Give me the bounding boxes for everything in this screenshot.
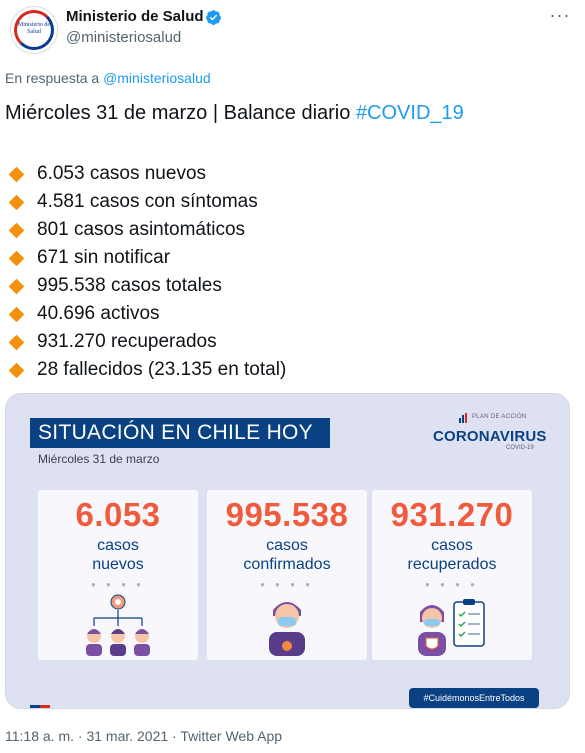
stat-card-recovered-cases: 931.270 casos recuperados ● ● ● ●: [372, 490, 532, 660]
stat-label: casos nuevos: [38, 536, 198, 574]
plan-logo-icon: [459, 413, 467, 423]
stat-value: 931.270: [390, 496, 514, 533]
display-name[interactable]: Ministerio de Salud: [66, 8, 204, 25]
orange-diamond-icon: [8, 278, 25, 294]
stat-label-line: recuperados: [407, 556, 497, 573]
list-item-text: 931.270 recuperados: [37, 331, 217, 352]
tweet-title-text: Miércoles 31 de marzo | Balance diario: [5, 102, 351, 124]
list-item: 671 sin notificar: [5, 244, 565, 272]
infographic-image[interactable]: SITUACIÓN EN CHILE HOY Miércoles 31 de m…: [5, 393, 570, 709]
stat-card-new-cases: 6.053 casos nuevos ● ● ● ●: [38, 490, 198, 660]
orange-diamond-icon: [8, 250, 25, 266]
flag-stripe: [30, 705, 50, 708]
list-item: 28 fallecidos (23.135 en total): [5, 356, 565, 384]
campaign-hashtag-tag: #CuidémonosEntreTodos: [409, 688, 539, 708]
more-options-icon[interactable]: ···: [549, 5, 571, 25]
list-item: 4.581 casos con síntomas: [5, 188, 565, 216]
list-item-text: 4.581 casos con síntomas: [37, 191, 258, 212]
stats-list: 6.053 casos nuevos 4.581 casos con sínto…: [5, 160, 565, 384]
list-item-text: 28 fallecidos (23.135 en total): [37, 359, 287, 380]
reply-prefix: En respuesta a: [5, 70, 100, 86]
stat-label-line: casos: [97, 537, 139, 554]
list-item: 40.696 activos: [5, 300, 565, 328]
infographic-banner-title: SITUACIÓN EN CHILE HOY: [38, 421, 313, 444]
masked-person-icon: [269, 602, 305, 656]
avatar-logo-ring: [14, 10, 54, 50]
orange-diamond-icon: [8, 362, 25, 378]
list-item: 995.538 casos totales: [5, 272, 565, 300]
list-item-text: 6.053 casos nuevos: [37, 163, 207, 184]
coronavirus-logo-text: CORONAVIRUS: [433, 428, 547, 445]
tweet-timestamp[interactable]: 11:18 a. m. · 31 mar. 2021 · Twitter Web…: [5, 728, 283, 744]
stat-label-line: casos: [431, 537, 473, 554]
hashtag-link[interactable]: #COVID_19: [355, 102, 464, 124]
list-item-text: 801 casos asintomáticos: [37, 219, 246, 240]
recovery-clipboard-icon: [418, 599, 485, 656]
list-item: 6.053 casos nuevos: [5, 160, 565, 188]
stat-card-confirmed-cases: 995.538 casos confirmados ● ● ● ●: [207, 490, 367, 660]
orange-diamond-icon: [8, 166, 25, 182]
list-item: 801 casos asintomáticos: [5, 216, 565, 244]
tweet-title: Miércoles 31 de marzo | Balance diario #…: [5, 102, 464, 125]
list-item-text: 995.538 casos totales: [37, 275, 222, 296]
dots-divider: ● ● ● ●: [425, 580, 479, 589]
user-handle[interactable]: @ministeriosalud: [66, 29, 182, 46]
people-network-icon: [86, 594, 150, 656]
avatar[interactable]: Ministerio de Salud: [10, 6, 58, 54]
stat-label: casos confirmados: [207, 536, 367, 574]
stat-label-line: confirmados: [243, 556, 331, 573]
stat-value: 6.053: [75, 496, 161, 533]
tweet-header: Ministerio de Salud Ministerio de Salud …: [0, 0, 585, 62]
infographic-date: Miércoles 31 de marzo: [38, 452, 160, 466]
orange-diamond-icon: [8, 306, 25, 322]
orange-diamond-icon: [8, 222, 25, 238]
infographic-banner: SITUACIÓN EN CHILE HOY: [30, 418, 330, 448]
covid-label: COVID-19: [506, 445, 534, 451]
list-item-text: 671 sin notificar: [37, 247, 171, 268]
stat-label-line: casos: [266, 537, 308, 554]
list-item: 931.270 recuperados: [5, 328, 565, 356]
verified-badge-icon: [206, 10, 221, 25]
list-item-text: 40.696 activos: [37, 303, 160, 324]
stat-label-line: nuevos: [92, 556, 144, 573]
dots-divider: ● ● ● ●: [91, 580, 145, 589]
stat-value: 995.538: [225, 496, 349, 533]
orange-diamond-icon: [8, 194, 25, 210]
avatar-logo-text: Ministerio de Salud: [17, 22, 51, 35]
reply-mention-link[interactable]: @ministeriosalud: [103, 70, 211, 86]
stat-label: casos recuperados: [372, 536, 532, 574]
reply-context: En respuesta a @ministeriosalud: [5, 70, 211, 86]
dots-divider: ● ● ● ●: [260, 580, 314, 589]
orange-diamond-icon: [8, 334, 25, 350]
plan-label: PLAN DE ACCIÓN: [472, 414, 527, 420]
